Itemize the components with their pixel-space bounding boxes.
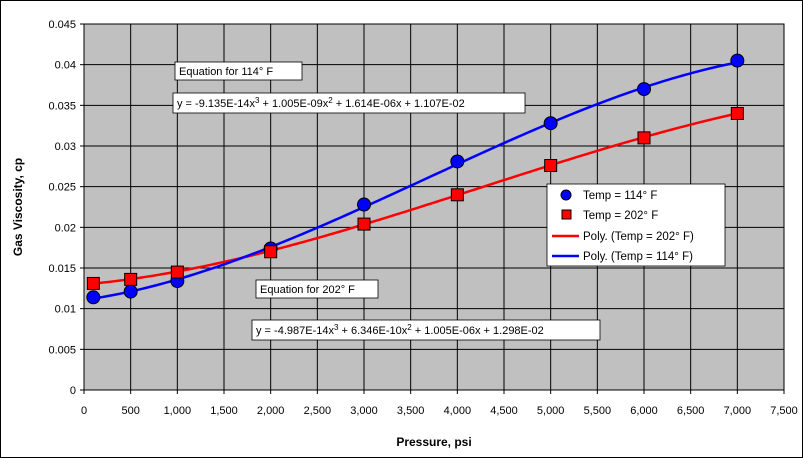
eq202-part-2: + 6.346E-10x bbox=[338, 325, 407, 337]
x-tick-label: 500 bbox=[121, 405, 139, 417]
data-point-114 bbox=[357, 197, 371, 212]
legend-label-114: Temp = 114° F bbox=[583, 190, 657, 202]
x-tick-label: 6,500 bbox=[677, 405, 705, 417]
x-tick-label: 1,500 bbox=[210, 405, 238, 417]
x-tick-label: 2,500 bbox=[304, 405, 332, 417]
y-tick-label: 0.045 bbox=[48, 19, 76, 31]
y-tick-label: 0.01 bbox=[55, 304, 76, 316]
data-point-202 bbox=[170, 265, 184, 279]
x-tick-label: 2,000 bbox=[257, 405, 285, 417]
y-tick-label: 0.03 bbox=[55, 141, 76, 153]
data-point-114 bbox=[730, 53, 745, 68]
x-tick-label: 4,000 bbox=[444, 405, 472, 417]
legend-marker-114 bbox=[560, 189, 572, 201]
x-tick-label: 3,000 bbox=[350, 405, 378, 417]
x-tick-label: 1,000 bbox=[164, 405, 192, 417]
data-point-202 bbox=[450, 188, 464, 202]
fit-curves bbox=[93, 61, 738, 300]
eq114-part-2: + 1.005E-09x bbox=[259, 98, 328, 110]
eq202-part-3: + 1.005E-06x + 1.298E-02 bbox=[412, 325, 544, 337]
data-point-114 bbox=[450, 154, 465, 169]
y-tick-label: 0.025 bbox=[48, 182, 76, 194]
equation-202-title-box bbox=[255, 279, 379, 299]
data-point-114 bbox=[123, 284, 138, 299]
data-point-202 bbox=[544, 159, 558, 173]
x-tick-label: 5,000 bbox=[537, 405, 565, 417]
equation-114-title-box bbox=[174, 61, 303, 81]
equation-114-formula-box bbox=[172, 92, 526, 114]
legend-label-poly-114: Poly. (Temp = 114° F) bbox=[583, 251, 693, 263]
x-tick-label: 0 bbox=[81, 405, 87, 417]
equation-114-formula: y = -9.135E-14x3 + 1.005E-09x2 + 1.614E-… bbox=[177, 96, 465, 110]
legend-box bbox=[546, 183, 726, 267]
y-tick-label: 0.02 bbox=[55, 222, 76, 234]
legend-marker-202 bbox=[561, 209, 572, 220]
data-point-202 bbox=[86, 276, 100, 290]
data-point-202 bbox=[730, 106, 744, 120]
equation-114-box: Equation for 114° F y = -9.135E-14x3 + 1… bbox=[172, 61, 526, 114]
eq202-exp-2: 2 bbox=[407, 323, 412, 332]
x-tick-label: 7,000 bbox=[724, 405, 752, 417]
equation-202-formula: y = -4.987E-14x3 + 6.346E-10x2 + 1.005E-… bbox=[256, 323, 544, 337]
y-tick-label: 0 bbox=[70, 385, 76, 397]
legend-label-poly-202: Poly. (Temp = 202° F) bbox=[583, 231, 694, 243]
y-tick-label: 0.04 bbox=[55, 60, 76, 72]
y-axis-title: Gas Viscosity, cp bbox=[11, 158, 25, 256]
eq114-exp-3: 3 bbox=[255, 96, 260, 105]
x-tick-label: 7,500 bbox=[770, 405, 798, 417]
equation-114-title: Equation for 114° F bbox=[179, 66, 273, 78]
eq114-exp-2: 2 bbox=[328, 96, 333, 105]
eq114-part-3: + 1.614E-06x + 1.107E-02 bbox=[333, 98, 465, 110]
eq202-exp-3: 3 bbox=[334, 323, 339, 332]
data-point-202 bbox=[264, 245, 278, 259]
y-tick-label: 0.005 bbox=[48, 344, 76, 356]
x-axis-title: Pressure, psi bbox=[396, 435, 471, 449]
equation-202-title: Equation for 202° F bbox=[260, 284, 355, 296]
x-tick-label: 4,500 bbox=[490, 405, 518, 417]
data-point-114 bbox=[86, 290, 101, 305]
data-point-114 bbox=[543, 116, 558, 131]
eq202-part-1: y = -4.987E-14x bbox=[256, 325, 334, 337]
fit-curve-202 bbox=[93, 112, 738, 285]
x-tick-label: 6,000 bbox=[630, 405, 658, 417]
axis-ticks: 0 500 1,000 1,500 2,000 2,500 3,000 3,500 4,000 4… bbox=[48, 19, 797, 417]
legend-label-202: Temp = 202° F bbox=[583, 210, 658, 222]
legend: Temp = 114° F Temp = 202° F Poly. (Temp … bbox=[546, 183, 726, 267]
eq114-part-1: y = -9.135E-14x bbox=[177, 98, 255, 110]
x-tick-label: 3,500 bbox=[397, 405, 425, 417]
data-point-202 bbox=[357, 217, 371, 231]
data-point-114 bbox=[637, 82, 651, 97]
fit-curve-114 bbox=[93, 61, 738, 300]
data-point-202 bbox=[124, 272, 138, 286]
y-tick-label: 0.035 bbox=[48, 100, 76, 112]
y-tick-label: 0.015 bbox=[48, 263, 76, 275]
equation-202-box: Equation for 202° F y = -4.987E-14x3 + 6… bbox=[251, 279, 601, 341]
equation-202-formula-box bbox=[251, 319, 601, 341]
data-markers bbox=[86, 53, 745, 305]
data-point-202 bbox=[637, 131, 651, 145]
x-tick-label: 5,500 bbox=[584, 405, 612, 417]
